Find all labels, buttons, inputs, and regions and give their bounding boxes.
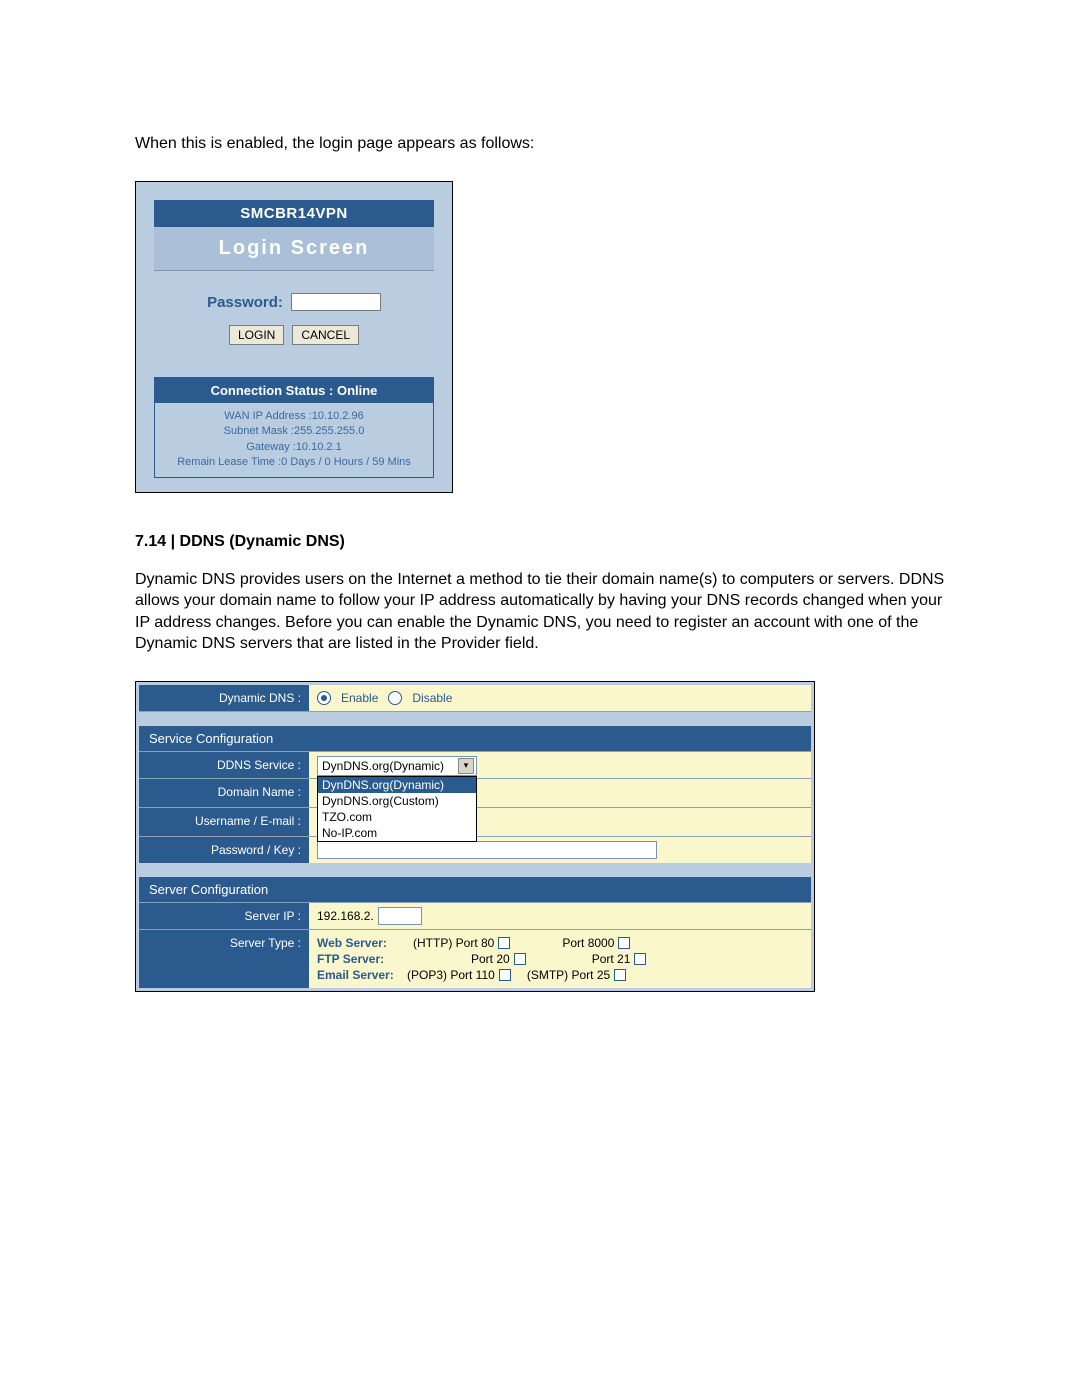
web-port80-checkbox[interactable] [498,937,510,949]
intro-text: When this is enabled, the login page app… [135,135,945,153]
username-label: Username / E-mail : [139,808,309,836]
cancel-button[interactable]: CANCEL [292,325,359,345]
ddns-config-panel: Dynamic DNS : Enable Disable Service Con… [135,681,815,992]
subnet-mask: Subnet Mask :255.255.255.0 [159,424,429,439]
ddns-service-label: DDNS Service : [139,752,309,778]
login-title: Login Screen [154,227,434,271]
disable-label: Disable [412,691,452,705]
chevron-down-icon: ▾ [458,758,474,774]
server-ip-label: Server IP : [139,903,309,929]
ftp-port20-label: Port 20 [471,952,510,966]
domain-name-label: Domain Name : [139,779,309,807]
web-server-label: Web Server: [317,936,405,950]
enable-radio[interactable] [317,691,331,705]
ftp-port21-label: Port 21 [592,952,631,966]
ftp-port21-checkbox[interactable] [634,953,646,965]
gateway: Gateway :10.10.2.1 [159,440,429,455]
lease-time: Remain Lease Time :0 Days / 0 Hours / 59… [159,455,429,470]
server-config-bar: Server Configuration [139,877,811,902]
web-port80-label: (HTTP) Port 80 [413,936,494,950]
ftp-port20-checkbox[interactable] [514,953,526,965]
service-config-bar: Service Configuration [139,726,811,751]
ddns-option[interactable]: DynDNS.org(Dynamic) [318,777,476,793]
login-model-bar: SMCBR14VPN [154,200,434,227]
email-pop3-label: (POP3) Port 110 [407,968,495,982]
ddns-service-select[interactable]: DynDNS.org(Dynamic) ▾ [317,756,477,776]
server-type-label: Server Type : [139,930,309,988]
disable-radio[interactable] [388,691,402,705]
server-ip-prefix: 192.168.2. [317,909,374,923]
email-server-label: Email Server: [317,968,405,982]
web-port8000-checkbox[interactable] [618,937,630,949]
password-key-input[interactable] [317,841,657,859]
email-pop3-checkbox[interactable] [499,969,511,981]
wan-ip: WAN IP Address :10.10.2.96 [159,409,429,424]
password-label: Password: [207,294,283,311]
ddns-service-dropdown: DynDNS.org(Dynamic) DynDNS.org(Custom) T… [317,776,477,842]
password-key-label: Password / Key : [139,837,309,863]
ddns-option[interactable]: TZO.com [318,809,476,825]
password-input[interactable] [291,293,381,311]
section-heading: 7.14 | DDNS (Dynamic DNS) [135,533,945,551]
ddns-service-value: DynDNS.org(Dynamic) [322,759,444,773]
email-smtp-checkbox[interactable] [614,969,626,981]
connection-status-title: Connection Status : Online [155,378,433,403]
ddns-option[interactable]: DynDNS.org(Custom) [318,793,476,809]
connection-status-body: WAN IP Address :10.10.2.96 Subnet Mask :… [155,403,433,477]
enable-label: Enable [341,691,378,705]
server-ip-input[interactable] [378,907,422,925]
login-button[interactable]: LOGIN [229,325,284,345]
email-smtp-label: (SMTP) Port 25 [527,968,610,982]
web-port8000-label: Port 8000 [562,936,614,950]
ftp-server-label: FTP Server: [317,952,405,966]
ddns-label: Dynamic DNS : [139,685,309,711]
ddns-option[interactable]: No-IP.com [318,825,476,841]
login-screenshot: SMCBR14VPN Login Screen Password: LOGIN … [135,181,453,493]
section-body: Dynamic DNS provides users on the Intern… [135,569,945,655]
